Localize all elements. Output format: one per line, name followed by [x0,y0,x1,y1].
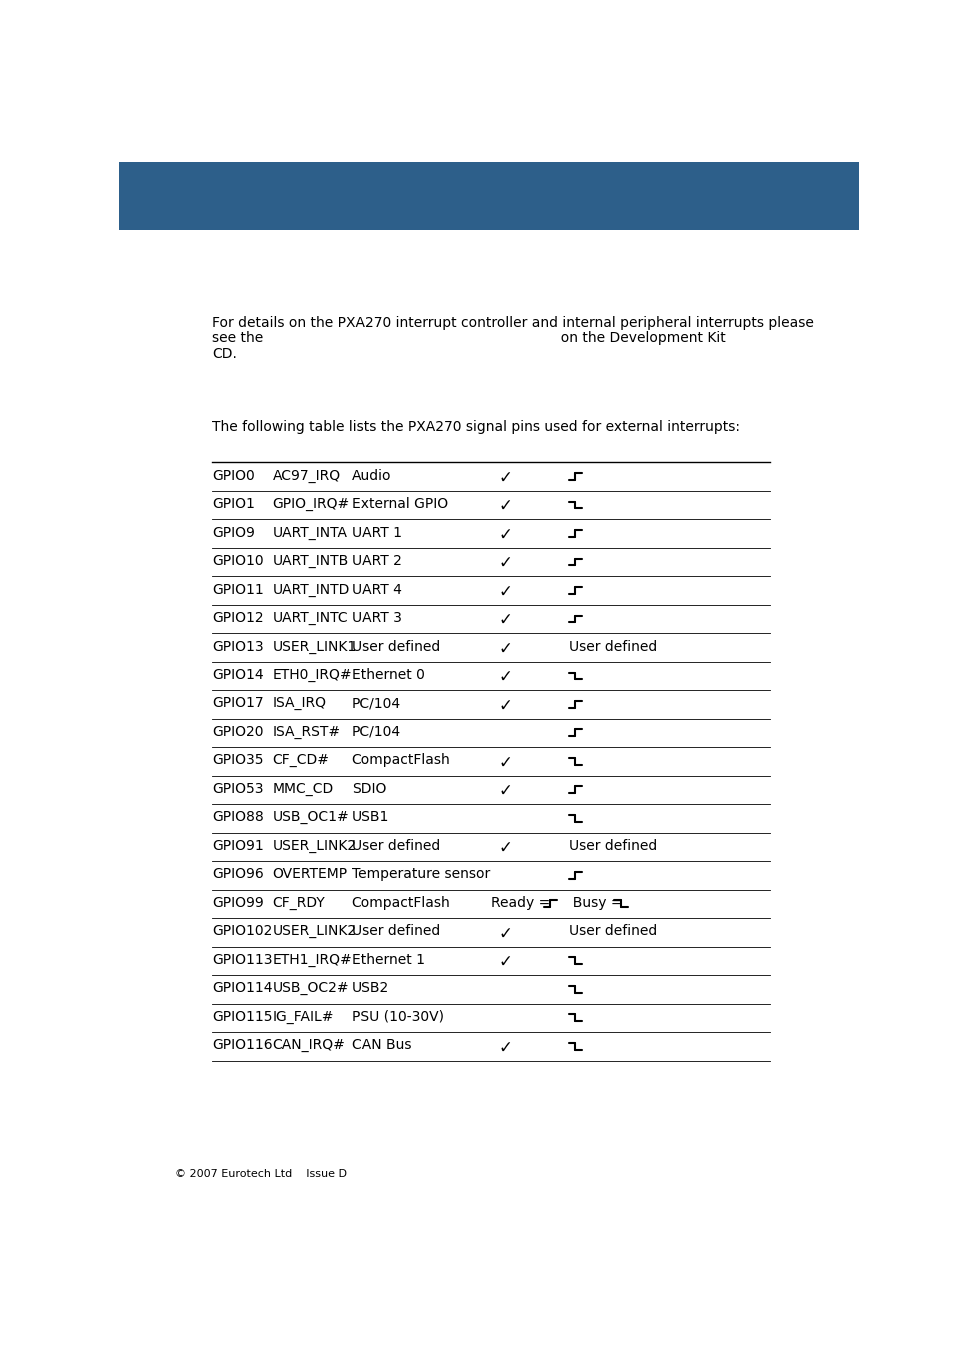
Text: CAN Bus: CAN Bus [352,1038,411,1053]
Text: UART 2: UART 2 [352,554,401,568]
Text: ISA_IRQ: ISA_IRQ [273,697,326,710]
Text: MMC_CD: MMC_CD [273,782,334,796]
Text: ✓: ✓ [498,640,513,657]
Text: Temperature sensor: Temperature sensor [352,868,490,882]
Text: ✓: ✓ [498,668,513,686]
Text: Ready =: Ready = [491,896,555,910]
Text: GPIO88: GPIO88 [212,810,264,825]
Text: GPIO0: GPIO0 [212,468,254,482]
Text: GPIO20: GPIO20 [212,725,263,738]
Text: ✓: ✓ [498,612,513,629]
Text: ✓: ✓ [498,525,513,544]
Text: User defined: User defined [352,640,439,653]
Text: GPIO11: GPIO11 [212,583,264,597]
Text: ✓: ✓ [498,468,513,486]
Text: Busy =: Busy = [563,896,626,910]
Text: GPIO114: GPIO114 [212,981,273,995]
Text: AC97_IRQ: AC97_IRQ [273,468,340,482]
Text: CD.: CD. [212,347,237,360]
Text: CF_RDY: CF_RDY [273,896,325,910]
Text: GPIO113: GPIO113 [212,953,273,967]
Text: SDIO: SDIO [352,782,386,796]
Text: © 2007 Eurotech Ltd    Issue D: © 2007 Eurotech Ltd Issue D [174,1169,347,1179]
Text: GPIO102: GPIO102 [212,925,273,938]
Text: UART_INTB: UART_INTB [273,554,349,568]
Text: For details on the PXA270 interrupt controller and internal peripheral interrupt: For details on the PXA270 interrupt cont… [212,316,813,329]
Text: ✓: ✓ [498,753,513,771]
Text: UART 4: UART 4 [352,583,401,597]
Text: USB1: USB1 [352,810,389,825]
Text: GPIO91: GPIO91 [212,838,264,853]
Text: USER_LINK1: USER_LINK1 [273,640,356,653]
Text: GPIO35: GPIO35 [212,753,263,767]
Text: USB_OC1#: USB_OC1# [273,810,349,825]
Text: GPIO96: GPIO96 [212,868,264,882]
Text: User defined: User defined [352,925,439,938]
Text: GPIO12: GPIO12 [212,612,264,625]
Text: USER_LINK2: USER_LINK2 [273,925,356,938]
Text: ✓: ✓ [498,583,513,601]
Text: CAN_IRQ#: CAN_IRQ# [273,1038,345,1053]
Text: ✓: ✓ [498,782,513,801]
Text: GPIO14: GPIO14 [212,668,264,682]
Text: GPIO17: GPIO17 [212,697,264,710]
Text: Ethernet 1: Ethernet 1 [352,953,424,967]
Text: GPIO10: GPIO10 [212,554,264,568]
Text: ISA_RST#: ISA_RST# [273,725,340,738]
Text: The following table lists the PXA270 signal pins used for external interrupts:: The following table lists the PXA270 sig… [212,420,740,433]
Text: IG_FAIL#: IG_FAIL# [273,1010,334,1023]
Bar [119,162,858,230]
Text: PC/104: PC/104 [352,697,400,710]
Text: GPIO_IRQ#: GPIO_IRQ# [273,497,350,512]
Text: PC/104: PC/104 [352,725,400,738]
Text: UART 3: UART 3 [352,612,401,625]
Text: USB_OC2#: USB_OC2# [273,981,349,995]
Text: ✓: ✓ [498,1038,513,1056]
Text: GPIO9: GPIO9 [212,525,254,540]
Text: USER_LINK2: USER_LINK2 [273,838,356,853]
Text: User defined: User defined [568,640,657,653]
Text: GPIO1: GPIO1 [212,497,254,512]
Text: Audio: Audio [352,468,391,482]
Text: ✓: ✓ [498,925,513,942]
Text: CompactFlash: CompactFlash [352,753,450,767]
Text: ✓: ✓ [498,838,513,857]
Text: User defined: User defined [352,838,439,853]
Text: ETH1_IRQ#: ETH1_IRQ# [273,953,352,967]
Text: User defined: User defined [568,838,657,853]
Text: ETH0_IRQ#: ETH0_IRQ# [273,668,352,682]
Text: USB2: USB2 [352,981,389,995]
Text: see the                                                                    on th: see the on th [212,331,725,346]
Text: GPIO115: GPIO115 [212,1010,273,1023]
Text: UART_INTD: UART_INTD [273,583,350,597]
Text: PSU (10-30V): PSU (10-30V) [352,1010,443,1023]
Text: ✓: ✓ [498,697,513,714]
Text: GPIO13: GPIO13 [212,640,264,653]
Text: CompactFlash: CompactFlash [352,896,450,910]
Text: UART_INTA: UART_INTA [273,525,347,540]
Text: External GPIO: External GPIO [352,497,447,512]
Text: GPIO99: GPIO99 [212,896,264,910]
Text: Ethernet 0: Ethernet 0 [352,668,424,682]
Text: UART 1: UART 1 [352,525,401,540]
Text: GPIO53: GPIO53 [212,782,263,796]
Text: ✓: ✓ [498,953,513,971]
Text: OVERTEMP: OVERTEMP [273,868,348,882]
Text: User defined: User defined [568,925,657,938]
Text: CF_CD#: CF_CD# [273,753,330,767]
Text: GPIO116: GPIO116 [212,1038,273,1053]
Text: ✓: ✓ [498,554,513,572]
Text: UART_INTC: UART_INTC [273,612,348,625]
Text: ✓: ✓ [498,497,513,516]
